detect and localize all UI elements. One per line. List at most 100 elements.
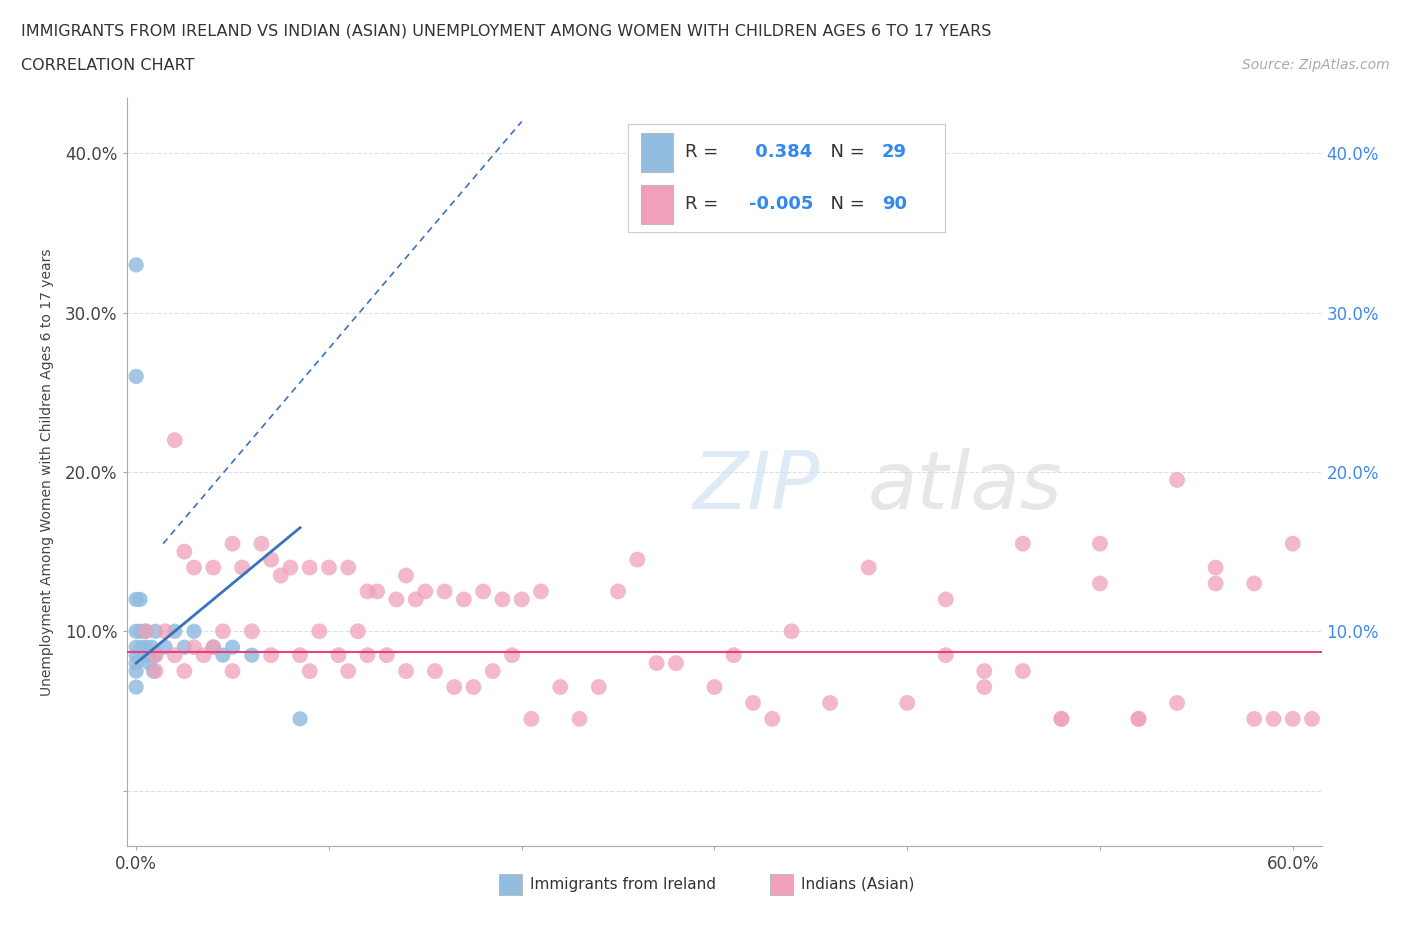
Text: Indians (Asian): Indians (Asian) xyxy=(801,877,915,892)
Point xyxy=(1243,711,1265,726)
Point xyxy=(356,584,378,599)
Point xyxy=(145,647,167,662)
Point xyxy=(125,258,148,272)
Point xyxy=(935,592,957,607)
Point xyxy=(723,647,745,662)
Point xyxy=(260,647,283,662)
Point xyxy=(1281,711,1303,726)
Point xyxy=(288,647,311,662)
Point xyxy=(510,592,533,607)
Point xyxy=(163,647,186,662)
Point xyxy=(973,664,995,679)
Point xyxy=(163,432,186,447)
Point xyxy=(366,584,388,599)
Point xyxy=(780,624,803,639)
Text: IMMIGRANTS FROM IRELAND VS INDIAN (ASIAN) UNEMPLOYMENT AMONG WOMEN WITH CHILDREN: IMMIGRANTS FROM IRELAND VS INDIAN (ASIAN… xyxy=(21,23,991,38)
Point xyxy=(491,592,513,607)
Point xyxy=(588,680,610,695)
Point xyxy=(125,624,148,639)
Point xyxy=(375,647,398,662)
Point xyxy=(141,640,163,655)
Point xyxy=(405,592,427,607)
Point xyxy=(135,640,157,655)
Point xyxy=(395,568,418,583)
Point xyxy=(183,640,205,655)
Point xyxy=(135,624,157,639)
Point xyxy=(1050,711,1073,726)
Point xyxy=(250,537,273,551)
Point xyxy=(481,664,503,679)
Point xyxy=(173,640,195,655)
Point xyxy=(607,584,630,599)
Point xyxy=(183,624,205,639)
Point xyxy=(703,680,725,695)
Point xyxy=(240,647,263,662)
Point xyxy=(145,624,167,639)
Text: ZIP: ZIP xyxy=(692,448,820,526)
Point xyxy=(125,647,148,662)
Point xyxy=(413,584,436,599)
Point xyxy=(1205,560,1227,575)
Point xyxy=(173,544,195,559)
Point xyxy=(395,664,418,679)
Point xyxy=(136,647,159,662)
Point xyxy=(385,592,408,607)
Point xyxy=(1088,537,1111,551)
Point xyxy=(530,584,553,599)
Point xyxy=(145,664,167,679)
Point xyxy=(858,560,880,575)
Point xyxy=(1281,537,1303,551)
Point xyxy=(433,584,456,599)
Point xyxy=(138,656,160,671)
Point xyxy=(163,624,186,639)
Point xyxy=(193,647,215,662)
Point xyxy=(443,680,465,695)
Point xyxy=(129,592,152,607)
Point xyxy=(125,664,148,679)
Point xyxy=(221,537,243,551)
Point xyxy=(202,640,225,655)
Text: Immigrants from Ireland: Immigrants from Ireland xyxy=(530,877,716,892)
Point xyxy=(1050,711,1073,726)
Point xyxy=(221,664,243,679)
Point xyxy=(1263,711,1285,726)
Point xyxy=(173,664,195,679)
Point xyxy=(308,624,330,639)
Point xyxy=(221,640,243,655)
Text: CORRELATION CHART: CORRELATION CHART xyxy=(21,58,194,73)
Point xyxy=(1166,696,1188,711)
Point xyxy=(1243,576,1265,591)
Point xyxy=(145,647,167,662)
Point xyxy=(240,624,263,639)
Point xyxy=(260,552,283,567)
Point xyxy=(1166,472,1188,487)
Point xyxy=(761,711,783,726)
Point xyxy=(896,696,918,711)
Point xyxy=(212,647,235,662)
Point xyxy=(135,624,157,639)
Point xyxy=(1128,711,1150,726)
Point xyxy=(1301,711,1323,726)
Point xyxy=(328,647,350,662)
Point xyxy=(1012,664,1035,679)
Point xyxy=(472,584,495,599)
Text: atlas: atlas xyxy=(868,448,1063,526)
Point xyxy=(125,592,148,607)
Point xyxy=(280,560,302,575)
Point xyxy=(973,680,995,695)
Point xyxy=(626,552,648,567)
Point xyxy=(501,647,523,662)
Point xyxy=(153,624,176,639)
Point xyxy=(318,560,340,575)
Point xyxy=(423,664,446,679)
Point xyxy=(520,711,543,726)
Point xyxy=(356,647,378,662)
Point xyxy=(298,664,321,679)
Point xyxy=(183,560,205,575)
Point xyxy=(337,664,360,679)
Point xyxy=(153,640,176,655)
Point xyxy=(125,680,148,695)
Point xyxy=(665,656,688,671)
Point xyxy=(463,680,485,695)
Point xyxy=(298,560,321,575)
